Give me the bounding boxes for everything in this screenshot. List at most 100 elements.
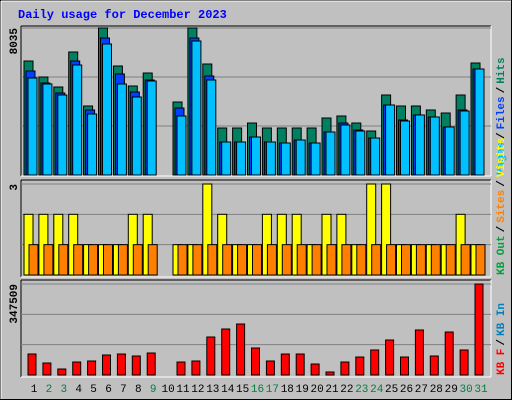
x-tick-label: 5	[90, 384, 97, 396]
bar	[370, 137, 381, 176]
x-tick-label: 15	[236, 384, 249, 396]
x-tick-label: 16	[251, 384, 264, 396]
bar	[371, 244, 382, 276]
legend-separator: /	[496, 86, 508, 93]
bar	[385, 104, 396, 176]
legend-separator: /	[496, 180, 508, 187]
bar	[400, 356, 409, 376]
bar	[42, 83, 53, 176]
bar	[27, 77, 38, 176]
bar	[176, 361, 186, 376]
bar	[251, 136, 261, 176]
x-tick-label: 10	[161, 384, 174, 396]
legend-entry: Pages	[496, 142, 508, 175]
x-tick-label: 26	[400, 384, 413, 396]
bar	[400, 120, 410, 176]
bar	[131, 355, 141, 376]
x-tick-label: 2	[46, 384, 53, 396]
x-tick-label: 11	[176, 384, 190, 396]
legend-separator: /	[496, 132, 508, 139]
chart-title: Daily usage for December 2023	[18, 8, 227, 22]
legend-entry: Visits	[496, 138, 508, 178]
bar	[102, 43, 112, 176]
legend-entry: Files	[496, 96, 508, 129]
bar	[415, 244, 426, 276]
bar	[265, 141, 276, 176]
bar	[341, 244, 352, 276]
x-tick-label: 21	[325, 384, 339, 396]
bar	[475, 244, 486, 276]
bar	[281, 244, 292, 276]
bar	[414, 329, 424, 376]
bar	[116, 353, 126, 376]
x-tick-label: 31	[474, 384, 488, 396]
x-tick-label: 9	[150, 384, 157, 396]
bar	[296, 244, 307, 276]
x-tick-label: 17	[266, 384, 279, 396]
bar	[325, 131, 336, 176]
bar	[295, 353, 305, 376]
bar	[132, 244, 143, 276]
legend-entry: KB F	[496, 349, 508, 375]
legend-separator: /	[496, 339, 508, 346]
bar	[444, 331, 454, 376]
x-tick-label: 4	[75, 384, 82, 396]
bar	[206, 79, 217, 176]
x-tick-label: 8	[135, 384, 142, 396]
x-tick-label: 28	[430, 384, 443, 396]
bar	[429, 355, 439, 376]
bar	[207, 244, 218, 276]
bar	[251, 347, 260, 376]
legend-entry: KB Out	[496, 235, 508, 275]
x-tick-label: 25	[385, 384, 398, 396]
bar	[88, 244, 99, 276]
bar	[221, 141, 232, 176]
bar	[103, 244, 113, 276]
bar	[87, 360, 97, 376]
bar	[147, 244, 158, 276]
bar	[43, 244, 54, 276]
bar	[311, 244, 322, 276]
x-tick-label: 24	[370, 384, 384, 396]
bar	[191, 40, 202, 176]
legend: Pages / Files / Hits	[496, 57, 508, 175]
y-tick-label: 3	[9, 184, 21, 191]
x-tick-label: 20	[310, 384, 323, 396]
bar	[385, 339, 395, 376]
bar	[414, 114, 425, 176]
x-tick-label: 27	[415, 384, 428, 396]
x-tick-label: 30	[459, 384, 472, 396]
bar	[87, 113, 98, 176]
bar	[73, 244, 84, 276]
bar	[116, 83, 127, 176]
bar	[236, 141, 247, 176]
bar	[177, 244, 188, 276]
bar	[430, 244, 441, 276]
bar	[401, 244, 411, 276]
bar	[310, 363, 320, 376]
x-tick-label: 29	[445, 384, 458, 396]
bar	[237, 244, 248, 276]
bar	[460, 244, 471, 276]
bar	[222, 244, 233, 276]
bar	[57, 368, 67, 376]
legend-separator: /	[496, 225, 508, 232]
bar	[72, 64, 83, 176]
bar	[445, 244, 456, 276]
x-tick-label: 1	[31, 384, 38, 396]
x-tick-label: 12	[191, 384, 204, 396]
legend: KB F / KB In	[496, 303, 508, 375]
bar	[28, 244, 39, 276]
y-tick-label: 347509	[9, 284, 21, 324]
bar	[474, 283, 484, 376]
bar	[280, 353, 290, 376]
bar	[340, 361, 350, 376]
bar	[265, 360, 275, 376]
bar	[236, 323, 246, 376]
bar	[325, 371, 335, 376]
bar	[42, 362, 52, 376]
bar	[280, 142, 291, 176]
bar	[459, 349, 469, 376]
legend-entry: KB In	[496, 303, 508, 336]
